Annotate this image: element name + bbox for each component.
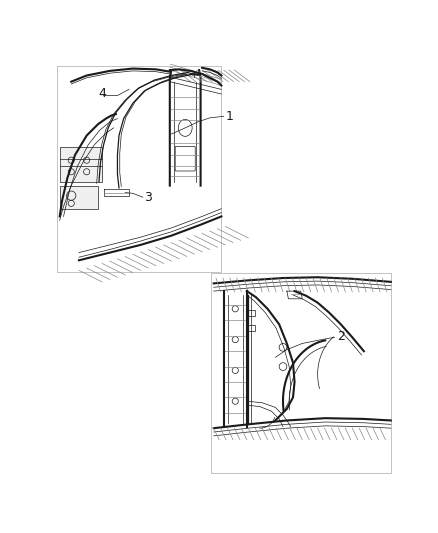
- Text: 1: 1: [225, 110, 233, 123]
- Text: 3: 3: [145, 191, 152, 204]
- Bar: [247, 325, 254, 331]
- Bar: [57, 66, 221, 272]
- Text: 2: 2: [337, 329, 345, 343]
- Bar: [212, 273, 391, 473]
- Bar: [60, 185, 98, 209]
- Bar: [247, 310, 254, 316]
- Text: 4: 4: [98, 87, 106, 100]
- Bar: [60, 147, 102, 182]
